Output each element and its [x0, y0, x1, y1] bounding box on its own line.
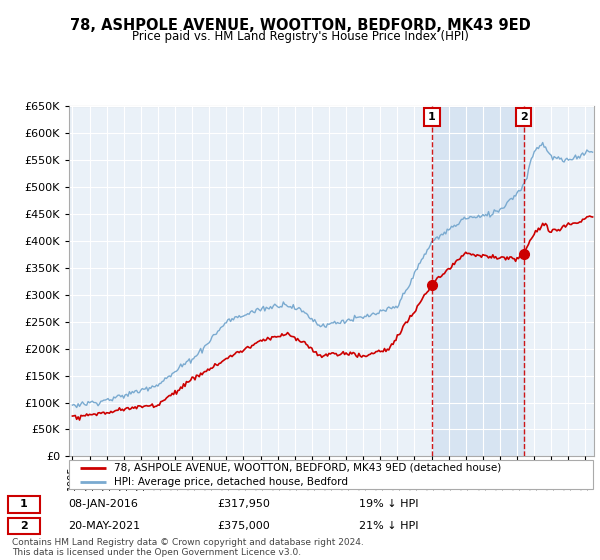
- Text: £317,950: £317,950: [217, 500, 270, 509]
- Text: 1: 1: [428, 112, 436, 122]
- Text: 19% ↓ HPI: 19% ↓ HPI: [359, 500, 419, 509]
- Text: Price paid vs. HM Land Registry's House Price Index (HPI): Price paid vs. HM Land Registry's House …: [131, 30, 469, 43]
- Text: 2: 2: [520, 112, 527, 122]
- Text: HPI: Average price, detached house, Bedford: HPI: Average price, detached house, Bedf…: [113, 477, 347, 487]
- FancyBboxPatch shape: [8, 517, 40, 534]
- Text: 1: 1: [20, 500, 28, 509]
- Text: Contains HM Land Registry data © Crown copyright and database right 2024.
This d: Contains HM Land Registry data © Crown c…: [12, 538, 364, 557]
- Text: 21% ↓ HPI: 21% ↓ HPI: [359, 521, 419, 531]
- Text: 78, ASHPOLE AVENUE, WOOTTON, BEDFORD, MK43 9ED: 78, ASHPOLE AVENUE, WOOTTON, BEDFORD, MK…: [70, 18, 530, 32]
- Text: 2: 2: [20, 521, 28, 531]
- Bar: [432, 106, 524, 456]
- Text: 08-JAN-2016: 08-JAN-2016: [68, 500, 138, 509]
- Text: 78, ASHPOLE AVENUE, WOOTTON, BEDFORD, MK43 9ED (detached house): 78, ASHPOLE AVENUE, WOOTTON, BEDFORD, MK…: [113, 463, 501, 473]
- FancyBboxPatch shape: [69, 460, 593, 489]
- Text: £375,000: £375,000: [217, 521, 269, 531]
- FancyBboxPatch shape: [8, 496, 40, 512]
- Text: 20-MAY-2021: 20-MAY-2021: [68, 521, 140, 531]
